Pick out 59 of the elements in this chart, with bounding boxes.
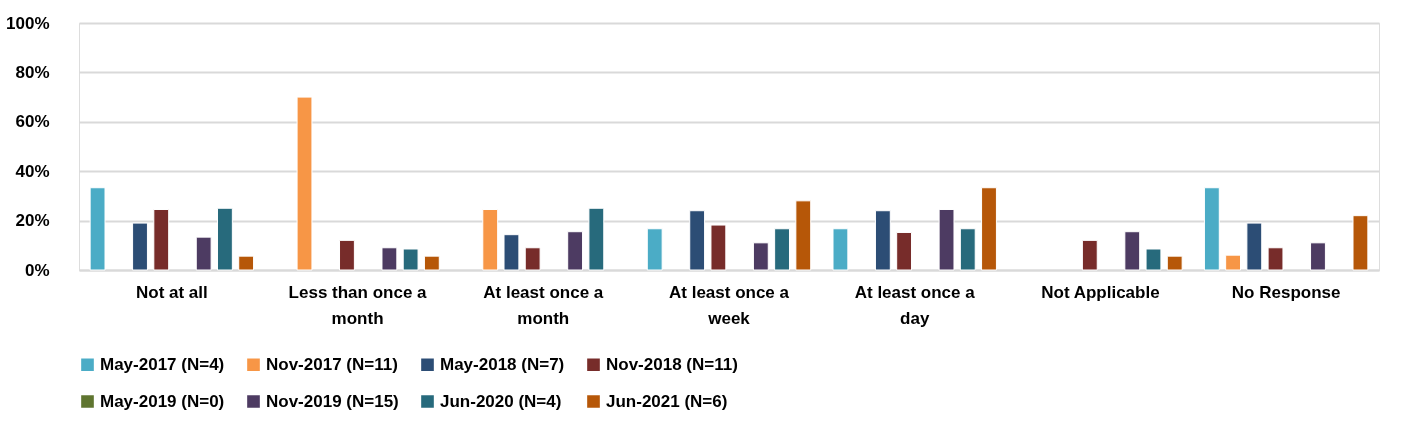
bar: [1246, 222, 1263, 271]
bar: [896, 231, 913, 271]
bar: [795, 200, 812, 271]
legend-label: Jun-2020 (N=4): [440, 391, 562, 411]
bar: [503, 234, 520, 271]
bar: [1124, 231, 1141, 271]
bar: [524, 247, 541, 271]
bar: [423, 255, 440, 271]
bar: [238, 255, 255, 271]
bar: [1081, 239, 1098, 271]
bar: [774, 228, 790, 271]
bar: [482, 208, 499, 271]
legend-label: May-2017 (N=4): [100, 354, 225, 374]
y-tick-label: 20%: [15, 211, 50, 231]
x-tick-label: At least once a week: [669, 282, 790, 328]
x-tick-label: Less than once a month: [288, 282, 428, 328]
bar: [132, 222, 148, 271]
bar: [646, 228, 663, 271]
bar: [874, 210, 891, 271]
bar: [89, 187, 106, 271]
bar: [1267, 247, 1284, 271]
bar: [153, 208, 170, 271]
legend-label: Nov-2019 (N=15): [266, 391, 399, 411]
y-tick-label: 100%: [6, 13, 50, 33]
y-tick-label: 80%: [15, 62, 50, 82]
bar: [1310, 242, 1326, 271]
bar: [588, 207, 605, 271]
legend-label: May-2018 (N=7): [440, 354, 565, 374]
legend-label: May-2019 (N=0): [100, 391, 225, 411]
bar: [1166, 255, 1183, 271]
bar: [567, 231, 584, 271]
bar: [981, 187, 997, 271]
bar: [1352, 215, 1369, 271]
x-tick-label: Not Applicable: [1041, 282, 1160, 302]
bar: [296, 96, 313, 271]
legend-label: Nov-2017 (N=11): [266, 354, 398, 374]
bar: [832, 228, 849, 271]
x-tick-label: No Response: [1231, 282, 1341, 302]
bar: [752, 242, 769, 271]
x-tick-label: Not at all: [135, 282, 208, 302]
bar: [959, 228, 976, 271]
bar: [710, 224, 727, 271]
x-tick-label: At least once a day: [854, 282, 976, 328]
legend-label: Nov-2018 (N=11): [606, 354, 738, 374]
bar: [216, 207, 233, 271]
bar: [381, 247, 398, 271]
legend-label: Jun-2021 (N=6): [606, 391, 728, 411]
bar: [1225, 254, 1242, 271]
bar: [1203, 187, 1220, 271]
bar: [402, 248, 419, 271]
bar: [195, 236, 212, 271]
y-tick-label: 40%: [15, 161, 50, 181]
y-tick-label: 0%: [24, 260, 50, 280]
bar: [689, 210, 706, 271]
bar: [938, 208, 955, 271]
y-tick-label: 60%: [15, 112, 50, 132]
bar: [339, 239, 355, 271]
bar: [1145, 248, 1162, 271]
x-tick-label: At least once a month: [483, 282, 604, 328]
